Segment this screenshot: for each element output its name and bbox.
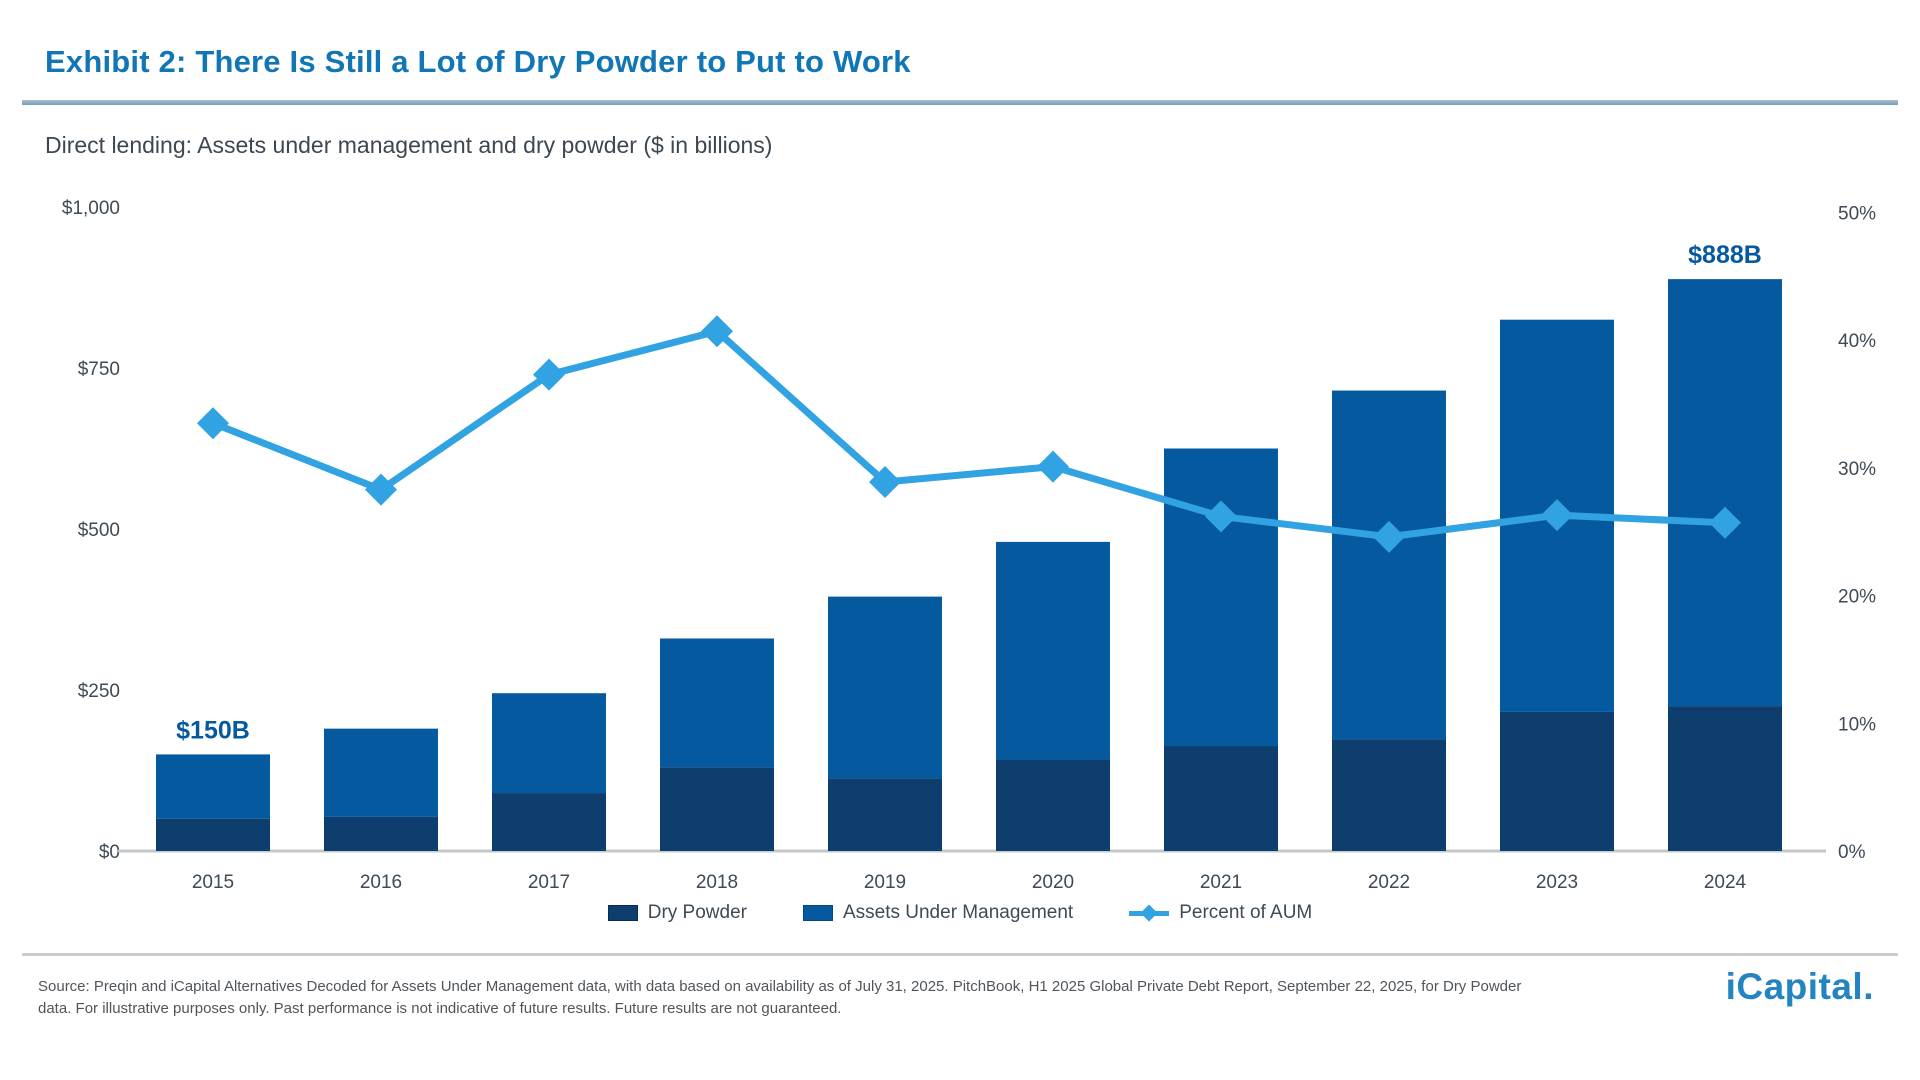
- x-axis-label-2020: 2020: [1032, 872, 1074, 893]
- bar-dry-powder-2018: [660, 767, 774, 851]
- y-axis-left-tick-0: $0: [99, 842, 120, 863]
- percent-marker-2024: [1709, 506, 1741, 539]
- legend-label: Assets Under Management: [842, 902, 1074, 923]
- percent-marker-2021: [1205, 500, 1237, 533]
- title-divider: [22, 100, 1898, 105]
- bar-dry-powder-2022: [1332, 739, 1446, 851]
- bar-dry-powder-2015: [156, 818, 270, 851]
- y-axis-left-tick-750: $750: [78, 359, 120, 380]
- bar-dry-powder-2024: [1668, 706, 1782, 851]
- y-axis-right-tick-50: 50%: [1838, 204, 1876, 225]
- y-axis-right-tick-30: 30%: [1838, 459, 1876, 480]
- bar-aum-2017: [492, 693, 606, 794]
- source-line-2: data. For illustrative purposes only. Pa…: [38, 1000, 842, 1017]
- bar-aum-2019: [828, 596, 942, 779]
- x-axis-label-2018: 2018: [696, 872, 738, 893]
- legend-label: Dry Powder: [647, 902, 747, 923]
- legend-item-aum: Assets Under Management: [802, 902, 1074, 924]
- y-axis-left-tick-250: $250: [78, 681, 120, 702]
- percent-marker-2019: [869, 465, 901, 498]
- y-axis-right-tick-20: 20%: [1838, 587, 1876, 608]
- bar-aum-2020: [996, 541, 1110, 760]
- percent-marker-2022: [1373, 520, 1405, 553]
- legend-label: Percent of AUM: [1179, 902, 1313, 923]
- exhibit-title: Exhibit 2: There Is Still a Lot of Dry P…: [45, 44, 911, 79]
- source-line-1: Source: Preqin and iCapital Alternatives…: [38, 978, 1522, 995]
- x-axis-label-2021: 2021: [1200, 872, 1242, 893]
- source-note: Source: Preqin and iCapital Alternatives…: [38, 976, 1678, 1020]
- bar-dry-powder-2017: [492, 793, 606, 851]
- bar-aum-2016: [324, 728, 438, 817]
- percent-of-aum-line: [211, 327, 1726, 541]
- bar-aum-2018: [660, 638, 774, 768]
- y-axis-left-tick-500: $500: [78, 520, 120, 541]
- legend-item-dry-powder: Dry Powder: [607, 902, 747, 924]
- icapital-logo: iCapital.: [1725, 966, 1874, 1007]
- annotation-2024: $888B: [1688, 241, 1762, 269]
- dry-powder-swatch-icon: [607, 905, 638, 921]
- footer-divider: [22, 953, 1898, 956]
- chart-legend: Dry Powder Assets Under Management Perce…: [0, 897, 1920, 929]
- legend-item-percent-of-aum: Percent of AUM: [1129, 902, 1312, 924]
- x-axis-label-2024: 2024: [1704, 872, 1747, 893]
- y-axis-right-tick-0: 0%: [1838, 842, 1866, 863]
- x-axis-label-2016: 2016: [360, 872, 402, 893]
- y-axis-right-tick-40: 40%: [1838, 331, 1876, 352]
- x-axis-label-2017: 2017: [528, 872, 570, 893]
- annotation-2015: $150B: [176, 716, 250, 744]
- percent-marker-2016: [365, 473, 397, 506]
- bar-aum-2021: [1164, 448, 1278, 747]
- bar-dry-powder-2021: [1164, 746, 1278, 851]
- percent-line-swatch-icon: [1129, 904, 1170, 922]
- bar-dry-powder-2019: [828, 778, 942, 851]
- percent-marker-2015: [197, 407, 229, 440]
- bar-aum-2015: [156, 754, 270, 819]
- percent-marker-2018: [701, 315, 733, 348]
- bar-aum-2024: [1668, 279, 1782, 707]
- x-axis-label-2023: 2023: [1536, 872, 1578, 893]
- bar-dry-powder-2023: [1500, 711, 1614, 851]
- aum-swatch-icon: [802, 905, 833, 921]
- bar-dry-powder-2020: [996, 759, 1110, 851]
- x-axis-label-2022: 2022: [1368, 872, 1410, 893]
- x-axis-label-2019: 2019: [864, 872, 906, 893]
- percent-marker-2020: [1037, 450, 1069, 483]
- bar-dry-powder-2016: [324, 816, 438, 851]
- y-axis-right-tick-10: 10%: [1838, 714, 1876, 735]
- x-axis-label-2015: 2015: [192, 872, 234, 893]
- percent-marker-2017: [533, 358, 565, 391]
- bar-aum-2022: [1332, 390, 1446, 740]
- chart-subtitle: Direct lending: Assets under management …: [45, 132, 773, 158]
- y-axis-left-tick-1000: $1,000: [62, 198, 120, 219]
- percent-marker-2023: [1541, 499, 1573, 532]
